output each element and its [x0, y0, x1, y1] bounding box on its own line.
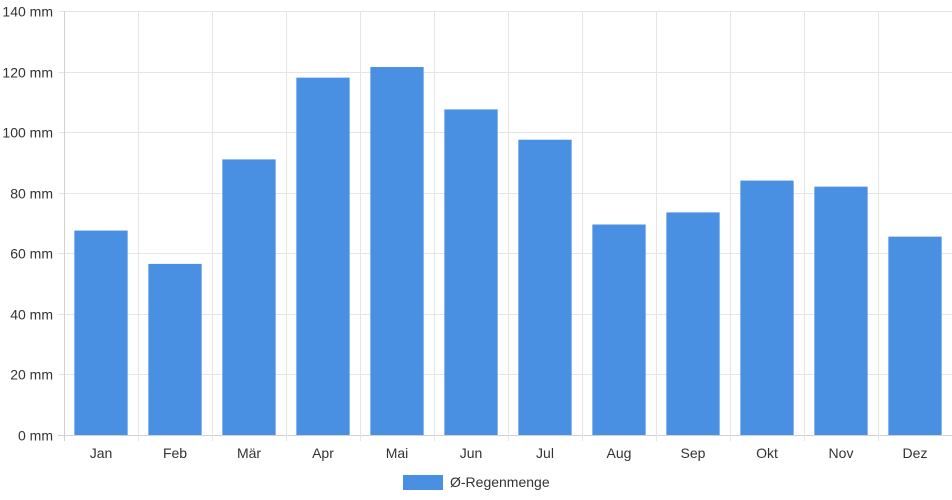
x-tick-label: Sep: [681, 445, 706, 461]
y-tick-label: 100 mm: [2, 125, 53, 141]
y-tick-label: 140 mm: [2, 4, 53, 20]
bar-feb: [148, 263, 202, 435]
y-tick-label: 60 mm: [10, 246, 53, 262]
bar-jul: [518, 139, 572, 435]
x-tick-label: Apr: [312, 445, 334, 461]
bar-jan: [74, 230, 128, 435]
bar-okt: [740, 180, 794, 435]
bar-dez: [888, 236, 942, 435]
y-tick-label: 0 mm: [18, 428, 53, 444]
legend-label: Ø-Regenmenge: [450, 474, 550, 490]
bars-layer: [74, 67, 942, 436]
bar-nov: [814, 186, 868, 435]
bar-sep: [666, 212, 720, 435]
x-tick-label: Dez: [903, 445, 928, 461]
x-tick-label: Jan: [90, 445, 113, 461]
bar-aug: [592, 224, 646, 435]
y-tick-label: 40 mm: [10, 307, 53, 323]
x-tick-label: Aug: [607, 445, 632, 461]
x-tick-label: Jul: [536, 445, 554, 461]
x-tick-label: Nov: [829, 445, 854, 461]
x-tick-label: Okt: [756, 445, 778, 461]
bar-mai: [370, 67, 424, 436]
bar-apr: [296, 77, 350, 435]
y-tick-label: 80 mm: [10, 186, 53, 202]
grid-layer: [58, 11, 952, 441]
axis-layer: 0 mm 20 mm 40 mm 60 mm 80 mm 100 mm 120 mm 140 …: [2, 4, 927, 462]
x-tick-label: Feb: [163, 445, 187, 461]
legend-swatch: [403, 475, 443, 490]
x-tick-label: Mai: [386, 445, 409, 461]
x-tick-label: Jun: [460, 445, 483, 461]
legend[interactable]: Ø-Regenmenge: [403, 474, 550, 490]
bar-jun: [444, 109, 498, 435]
bar-mär: [222, 159, 276, 435]
y-tick-label: 20 mm: [10, 367, 53, 383]
x-tick-label: Mär: [237, 445, 261, 461]
y-tick-label: 120 mm: [2, 65, 53, 81]
